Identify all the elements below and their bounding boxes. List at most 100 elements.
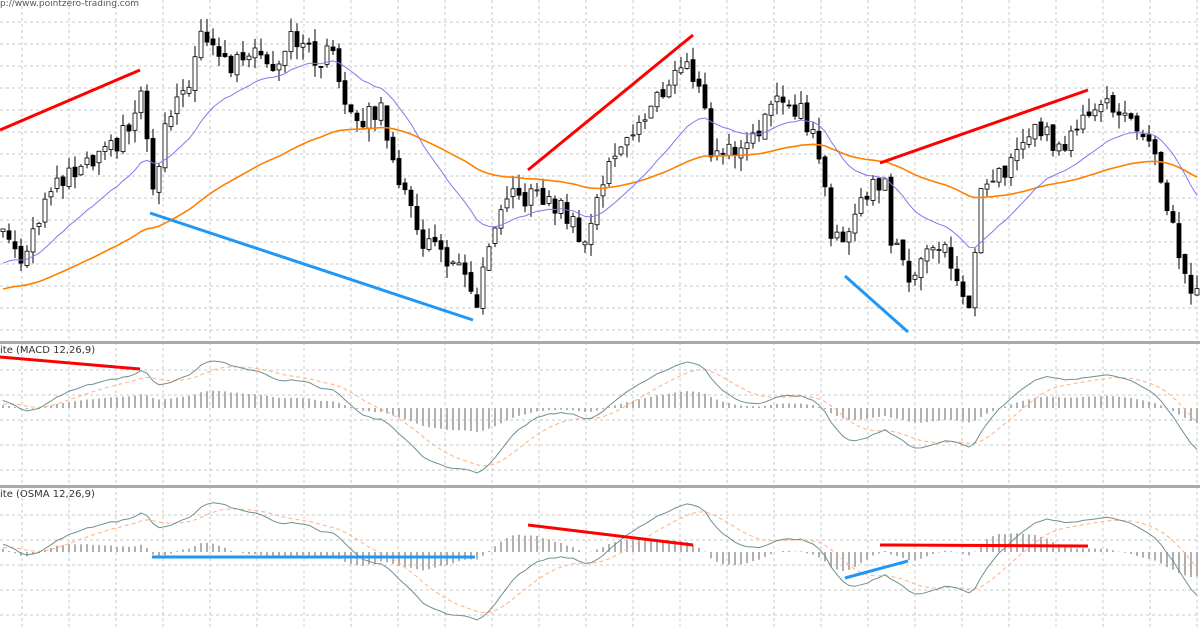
- panel-separator: [0, 485, 1200, 488]
- bullish-candle: [636, 122, 642, 135]
- bullish-candle: [186, 86, 192, 94]
- bearish-candle: [330, 46, 336, 52]
- bearish-candle: [660, 89, 666, 98]
- bullish-candle: [942, 244, 948, 253]
- bullish-candle: [588, 222, 594, 245]
- bullish-candle: [378, 102, 384, 121]
- bullish-candle: [510, 188, 516, 197]
- bullish-candle: [558, 199, 564, 214]
- bullish-candle: [726, 143, 732, 156]
- bearish-candle: [792, 104, 798, 117]
- watermark: p://www.pointzero-trading.com: [0, 0, 140, 9]
- bullish-candle: [852, 213, 858, 234]
- bearish-candle: [1128, 113, 1134, 119]
- bearish-candle: [786, 104, 792, 107]
- bearish-candle: [1182, 254, 1188, 274]
- bullish-candle: [102, 146, 108, 152]
- bullish-candle: [132, 112, 138, 131]
- bullish-divergence-line: [149, 211, 474, 322]
- bullish-candle: [252, 47, 258, 59]
- bullish-candle: [0, 228, 6, 233]
- bullish-candle: [624, 137, 630, 146]
- bullish-candle: [1104, 98, 1110, 104]
- bearish-candle: [1170, 211, 1176, 223]
- bullish-candle: [936, 249, 942, 251]
- bullish-candle: [984, 183, 990, 190]
- bearish-candle: [372, 106, 378, 120]
- macd-divergence-line: [0, 355, 141, 371]
- bullish-candle: [996, 168, 1002, 183]
- bearish-candle: [312, 41, 318, 66]
- bullish-candle: [1026, 136, 1032, 145]
- slow-ma-line: [2, 126, 1198, 290]
- bullish-candle: [180, 90, 186, 95]
- bullish-candle: [762, 113, 768, 140]
- candles: [0, 18, 1200, 317]
- bearish-candle: [114, 137, 120, 152]
- bullish-candle: [768, 103, 774, 116]
- bullish-candle: [750, 132, 756, 144]
- bullish-candle: [42, 198, 48, 223]
- bearish-candle: [900, 239, 906, 261]
- bearish-candle: [822, 156, 828, 188]
- bearish-candle: [1134, 115, 1140, 132]
- bullish-candle: [48, 191, 54, 198]
- bearish-candle: [888, 176, 894, 246]
- bullish-candle: [108, 140, 114, 151]
- bullish-candle: [990, 180, 996, 183]
- bullish-candle: [846, 231, 852, 243]
- bullish-candle: [450, 261, 456, 264]
- bearish-candle: [342, 80, 348, 105]
- bullish-candle: [1092, 109, 1098, 117]
- bullish-candle: [192, 56, 198, 91]
- bearish-candle: [444, 247, 450, 267]
- bearish-candle: [462, 262, 468, 275]
- panel-separator: [0, 341, 1200, 344]
- bullish-candle: [324, 45, 330, 65]
- bearish-candle: [72, 166, 78, 178]
- bullish-candle: [810, 129, 816, 134]
- bearish-candle: [438, 240, 444, 250]
- bullish-candle: [594, 197, 600, 226]
- bearish-candle: [12, 241, 18, 250]
- bullish-candle: [1080, 114, 1086, 130]
- bearish-candle: [690, 59, 696, 82]
- bullish-candle: [738, 147, 744, 159]
- bearish-candle: [552, 198, 558, 214]
- bullish-candle: [672, 69, 678, 86]
- bearish-candle: [840, 231, 846, 243]
- bearish-candle: [126, 124, 132, 132]
- bearish-candle: [1176, 223, 1182, 259]
- bearish-candle: [1116, 111, 1122, 116]
- osma-signal-line: [2, 508, 1198, 614]
- bullish-candle: [648, 105, 654, 119]
- bullish-candle: [606, 161, 612, 184]
- bearish-candle: [1158, 151, 1164, 183]
- bearish-candle: [258, 50, 264, 56]
- bearish-candle: [408, 189, 414, 206]
- bearish-candle: [516, 187, 522, 196]
- bullish-candle: [894, 242, 900, 245]
- bullish-candle: [366, 105, 372, 129]
- bearish-candle: [354, 112, 360, 122]
- bearish-candle: [18, 245, 24, 264]
- bullish-candle: [456, 262, 462, 266]
- bullish-candle: [600, 184, 606, 197]
- bearish-candle: [1074, 128, 1080, 131]
- bullish-candle: [918, 258, 924, 278]
- bullish-candle: [174, 96, 180, 115]
- bullish-candle: [30, 228, 36, 253]
- macd-signal-line: [2, 366, 1198, 467]
- bullish-candle: [426, 238, 432, 251]
- macd-main-line: [2, 360, 1198, 474]
- bullish-candle: [834, 231, 840, 239]
- osma-label: ite (OSMA 12,26,9): [0, 489, 95, 500]
- bearish-candle: [432, 236, 438, 243]
- osma-divergence-line: [879, 543, 1089, 548]
- bearish-candle: [210, 38, 216, 46]
- bearish-candle: [336, 48, 342, 82]
- bearish-candle: [204, 31, 210, 43]
- bullish-candle: [1020, 142, 1026, 150]
- bearish-candle: [228, 55, 234, 74]
- bullish-candle: [246, 55, 252, 61]
